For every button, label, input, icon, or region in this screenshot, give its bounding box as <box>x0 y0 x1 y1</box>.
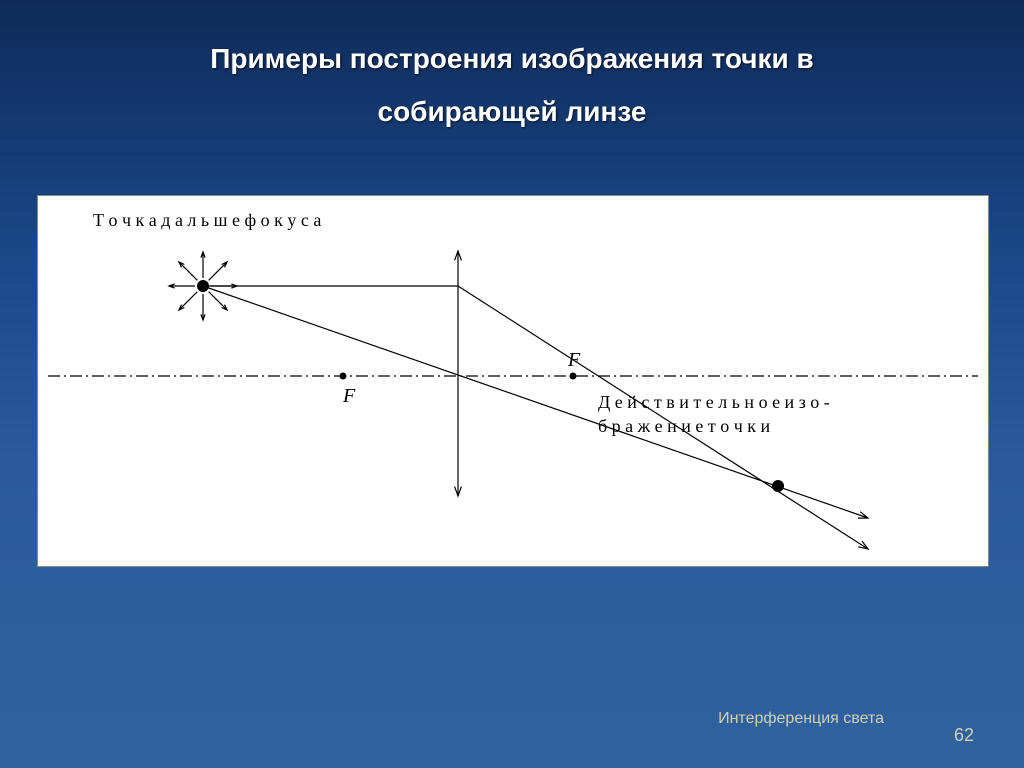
svg-text:Д е й с т в и т е л ь н о е: Д е й с т в и т е л ь н о е и з о - <box>598 392 830 412</box>
svg-text:б р а ж е н и е т о ч к и: б р а ж е н и е т о ч к и <box>598 416 770 436</box>
page-number: 62 <box>954 725 974 746</box>
svg-text:Т о ч к а д а л ь ш е ф о: Т о ч к а д а л ь ш е ф о к у с а <box>93 210 321 230</box>
title-line-2: собирающей линзе <box>378 96 647 127</box>
svg-text:F: F <box>342 385 356 407</box>
lens-diagram: FFТ о ч к а д а л ь ш е ф о к у с аД е й… <box>38 196 988 566</box>
title-line-1: Примеры построения изображения точки в <box>210 43 814 74</box>
diagram-box: FFТ о ч к а д а л ь ш е ф о к у с аД е й… <box>37 195 989 567</box>
slide-title: Примеры построения изображения точки в с… <box>0 0 1024 138</box>
footer-label: Интерференция света <box>718 710 884 728</box>
slide: Примеры построения изображения точки в с… <box>0 0 1024 768</box>
